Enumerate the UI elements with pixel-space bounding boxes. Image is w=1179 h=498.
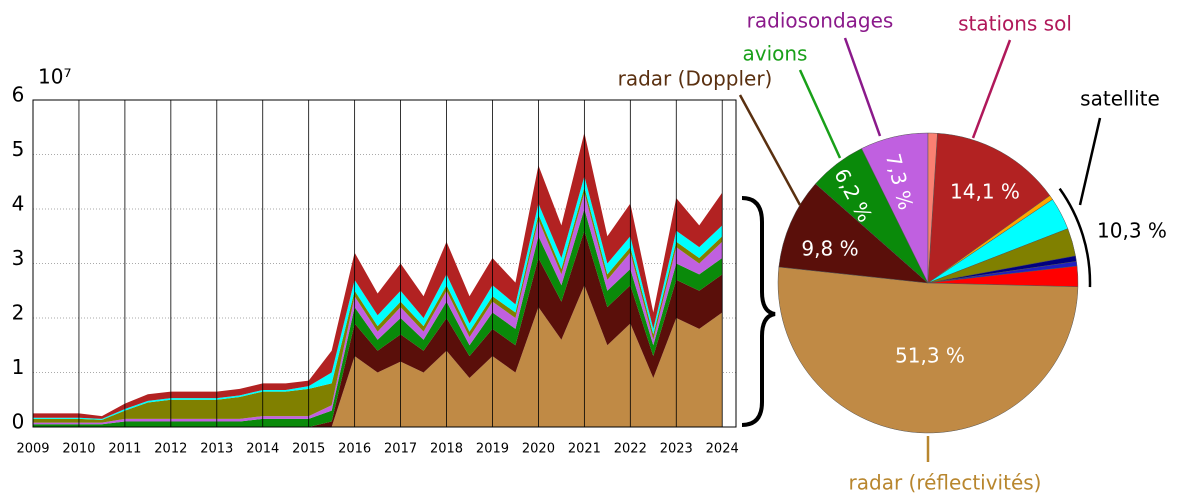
brace (741, 196, 776, 427)
area (33, 176, 723, 420)
x-tick-label: 2022 (614, 442, 647, 457)
x-tick-label: 2014 (246, 442, 279, 457)
leader-line (738, 94, 802, 206)
area (33, 187, 723, 423)
plot-frame (32, 99, 737, 428)
leader-line (843, 37, 882, 137)
x-tick-label: 2015 (292, 442, 325, 457)
x-tick-label: 2013 (200, 442, 233, 457)
slice-name: radiosondages (747, 9, 894, 33)
y-tick-label: 4 (12, 192, 25, 216)
slice-name: radar (Doppler) (618, 67, 773, 91)
x-tick-label: 2021 (568, 442, 601, 457)
slice-name: radar (réflectivités) (849, 471, 1042, 495)
area (33, 209, 723, 427)
pie-slice (927, 132, 938, 284)
axis-unit: 10⁷ (38, 65, 71, 89)
y-tick-label: 6 (12, 83, 25, 107)
pie-slice (777, 266, 1079, 434)
area (33, 230, 723, 427)
y-tick-label: 2 (12, 301, 25, 325)
x-tick-label: 2018 (430, 442, 463, 457)
x-tick-label: 2009 (16, 442, 49, 457)
slice-value-label: 14,1 % (950, 180, 1020, 204)
x-tick-label: 2016 (338, 442, 371, 457)
slice-value-label: 51,3 % (895, 344, 965, 368)
area (33, 132, 723, 419)
group-bracket (1058, 187, 1092, 288)
y-tick-label: 0 (12, 410, 25, 434)
y-tick-label: 1 (12, 355, 25, 379)
pie-slice (778, 183, 929, 284)
group-name: satellite (1080, 87, 1160, 111)
group-leader (1078, 117, 1102, 206)
leader-line (798, 69, 842, 159)
pie-slice (927, 133, 1051, 284)
x-tick-label: 2011 (108, 442, 141, 457)
slice-name: avions (743, 42, 808, 66)
area (33, 285, 723, 427)
slice-value-label: 9,8 % (801, 237, 858, 261)
slice-name: stations sol (958, 12, 1072, 36)
x-tick-label: 2020 (522, 442, 555, 457)
area (33, 192, 723, 425)
x-tick-label: 2023 (660, 442, 693, 457)
leader-line (971, 39, 1012, 139)
x-tick-label: 2019 (476, 442, 509, 457)
x-tick-label: 2010 (62, 442, 95, 457)
x-tick-label: 2017 (384, 442, 417, 457)
x-tick-label: 2024 (706, 442, 739, 457)
group-label: 10,3 % (1097, 219, 1167, 243)
y-tick-label: 5 (12, 137, 25, 161)
y-tick-label: 3 (12, 246, 25, 270)
x-tick-label: 2012 (154, 442, 187, 457)
